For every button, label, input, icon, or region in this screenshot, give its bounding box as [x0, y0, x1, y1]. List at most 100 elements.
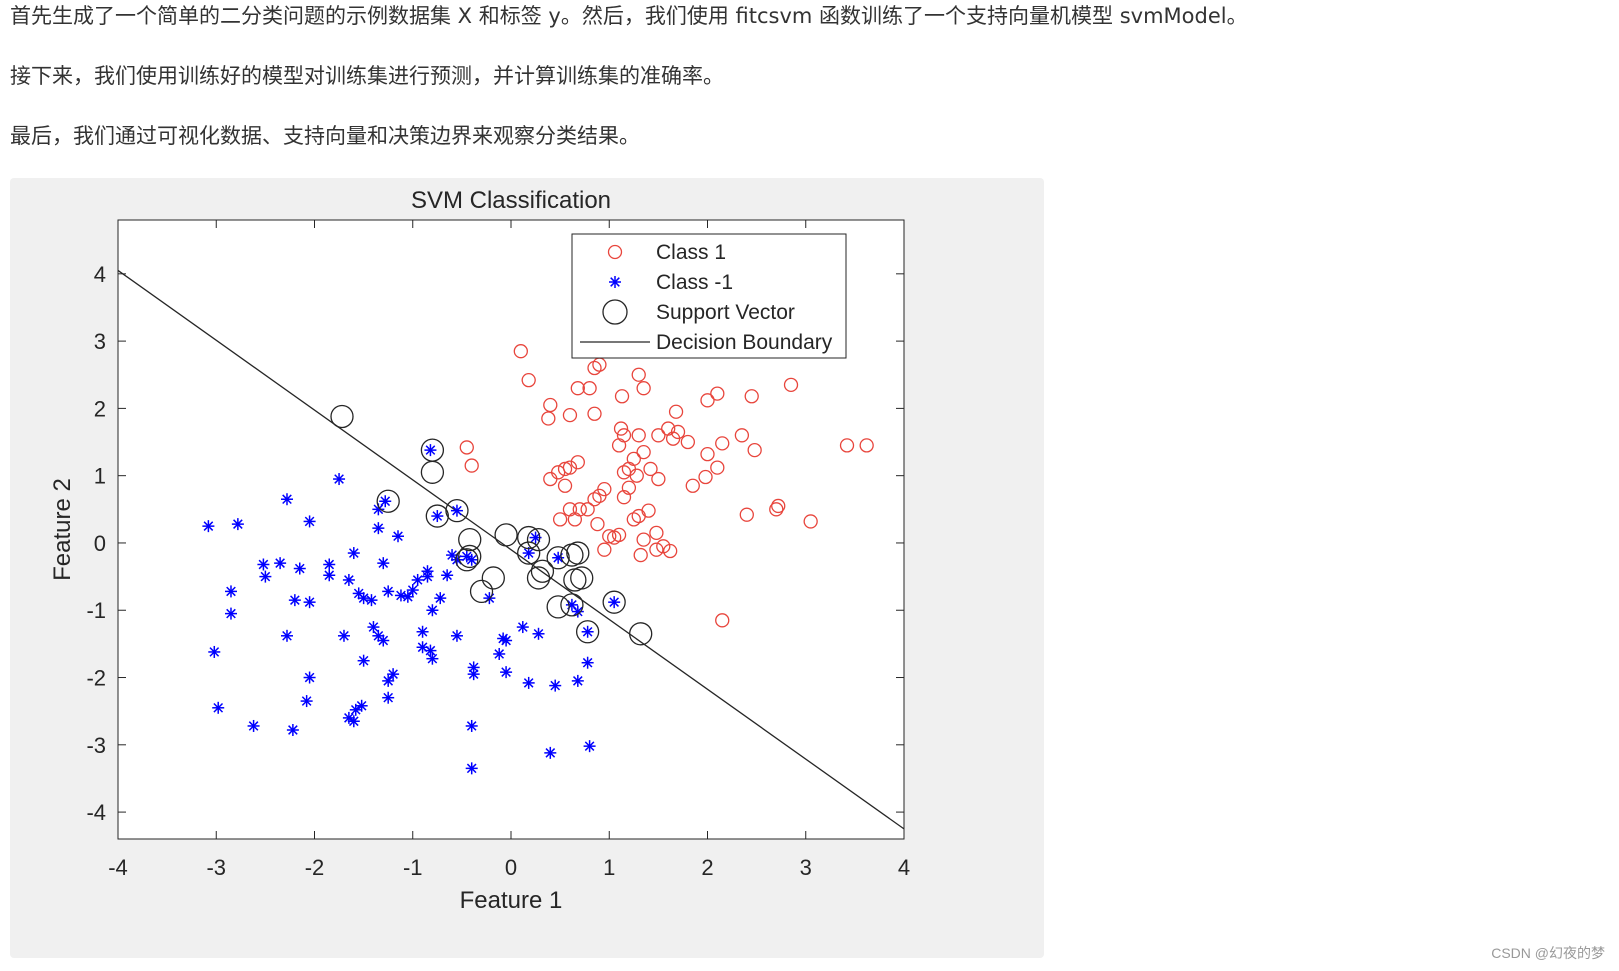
class1-point: [459, 440, 474, 455]
class-neg1-point: [357, 654, 370, 667]
class-neg1-point: [529, 531, 542, 544]
watermark: CSDN @幻夜的梦: [1491, 945, 1605, 961]
y-tick-label: 4: [94, 262, 106, 287]
class-neg1-point: [259, 570, 272, 583]
decision-boundary-line: [118, 269, 904, 830]
legend-label-support-vector: Support Vector: [656, 301, 795, 324]
y-tick-label: -4: [86, 800, 106, 825]
class-neg1-point: [500, 634, 513, 647]
class-neg1-point: [231, 518, 244, 531]
class-neg1-point: [342, 573, 355, 586]
svm-plot: -4 -3 -2 -1 0 1 2 3 4 -4 -3 -2 -1 0 1 2 3 4 SVM Classifica…: [49, 187, 910, 914]
class1-point: [521, 372, 536, 388]
support-vector-point: [546, 595, 570, 619]
class1-point: [597, 542, 612, 557]
class-neg1-point: [257, 558, 270, 571]
support-vector-point: [494, 523, 518, 547]
class1-point: [587, 360, 602, 376]
class1-point: [567, 512, 583, 527]
x-tick-label: 1: [603, 855, 615, 880]
y-tick-label: -3: [86, 733, 106, 758]
class-neg1-point: [434, 592, 447, 605]
class-neg1-point: [382, 585, 395, 598]
class-neg1-point: [303, 671, 316, 684]
class1-point: [616, 490, 632, 505]
class1-point: [700, 446, 715, 462]
class1-point: [710, 460, 725, 475]
y-tick-label: 1: [94, 464, 106, 489]
class-neg1-point: [426, 604, 439, 617]
class1-point: [685, 478, 700, 493]
y-tick-label: 3: [94, 329, 106, 354]
x-tick-label: 0: [505, 855, 517, 880]
class-neg1-point: [274, 557, 287, 570]
class-neg1-point: [247, 719, 260, 732]
class-neg1-point: [608, 596, 621, 609]
class-neg1-point: [416, 625, 429, 638]
support-vector-point: [445, 499, 469, 523]
class-neg1-point: [212, 701, 225, 714]
class-neg1-point: [333, 473, 346, 486]
class-neg1-point: [421, 570, 434, 583]
support-vector-point: [517, 541, 541, 565]
class-neg1-point: [493, 647, 506, 660]
class1-point: [570, 455, 585, 470]
class1-point: [587, 492, 602, 507]
class-neg1-point: [303, 596, 316, 609]
class1-point: [715, 436, 730, 451]
x-tick-label: -2: [305, 855, 325, 880]
x-tick-label: -4: [108, 855, 128, 880]
class-neg1-point: [424, 444, 437, 457]
legend-label-decision-boundary: Decision Boundary: [656, 331, 833, 354]
support-vector-point: [455, 548, 479, 572]
class-neg1-point: [293, 562, 306, 575]
class-neg1-point: [377, 634, 390, 647]
class-neg1-point: [467, 668, 480, 681]
legend-support-vector-marker: [602, 299, 628, 325]
class1-point: [587, 406, 602, 421]
svm-figure: -4 -3 -2 -1 0 1 2 3 4 -4 -3 -2 -1 0 1 2 3 4 SVM Classifica…: [10, 178, 1044, 958]
class1-point: [698, 469, 713, 485]
class1-point: [636, 381, 651, 396]
class1-point: [570, 381, 585, 396]
x-tick-label: 2: [701, 855, 713, 880]
class-neg1-point: [387, 668, 400, 681]
class-neg1-point: [465, 762, 478, 775]
class1-point: [771, 498, 786, 514]
support-vector-point: [629, 622, 653, 646]
class-neg1-point: [450, 629, 463, 642]
class1-point: [803, 514, 818, 529]
class-neg1-point: [532, 627, 545, 640]
support-vector-point: [517, 525, 541, 550]
class-neg1-point: [441, 569, 454, 582]
legend-box: [571, 233, 847, 359]
class-neg1-point: [224, 607, 237, 620]
class-neg1-point: [382, 691, 395, 704]
class-neg1-point: [303, 515, 316, 528]
class-neg1-point: [323, 558, 336, 571]
class-neg1-point: [552, 551, 565, 564]
class-neg1-point: [288, 594, 301, 607]
class-neg1-point: [377, 557, 390, 570]
class1-point: [631, 428, 646, 443]
class-neg1-point: [516, 621, 529, 634]
x-tick-label: -1: [403, 855, 423, 880]
class-neg1-point: [500, 666, 513, 679]
class1-point: [651, 428, 666, 443]
support-vector-point: [458, 527, 482, 552]
class-neg1-point: [522, 547, 535, 560]
class1-point: [633, 547, 648, 563]
class1-point: [700, 393, 715, 408]
class-neg1-point: [280, 493, 293, 506]
class-neg1-point: [323, 569, 336, 582]
support-vector-point: [420, 460, 445, 484]
class1-point: [580, 502, 595, 517]
support-vector-point: [376, 489, 400, 513]
class-neg1-point: [379, 495, 392, 508]
class-neg1-point: [522, 676, 535, 689]
support-vector-point: [458, 544, 482, 569]
class1-point: [562, 407, 578, 423]
class-neg1-point: [382, 674, 395, 687]
class1-point: [636, 444, 651, 460]
class1-point: [739, 507, 754, 522]
